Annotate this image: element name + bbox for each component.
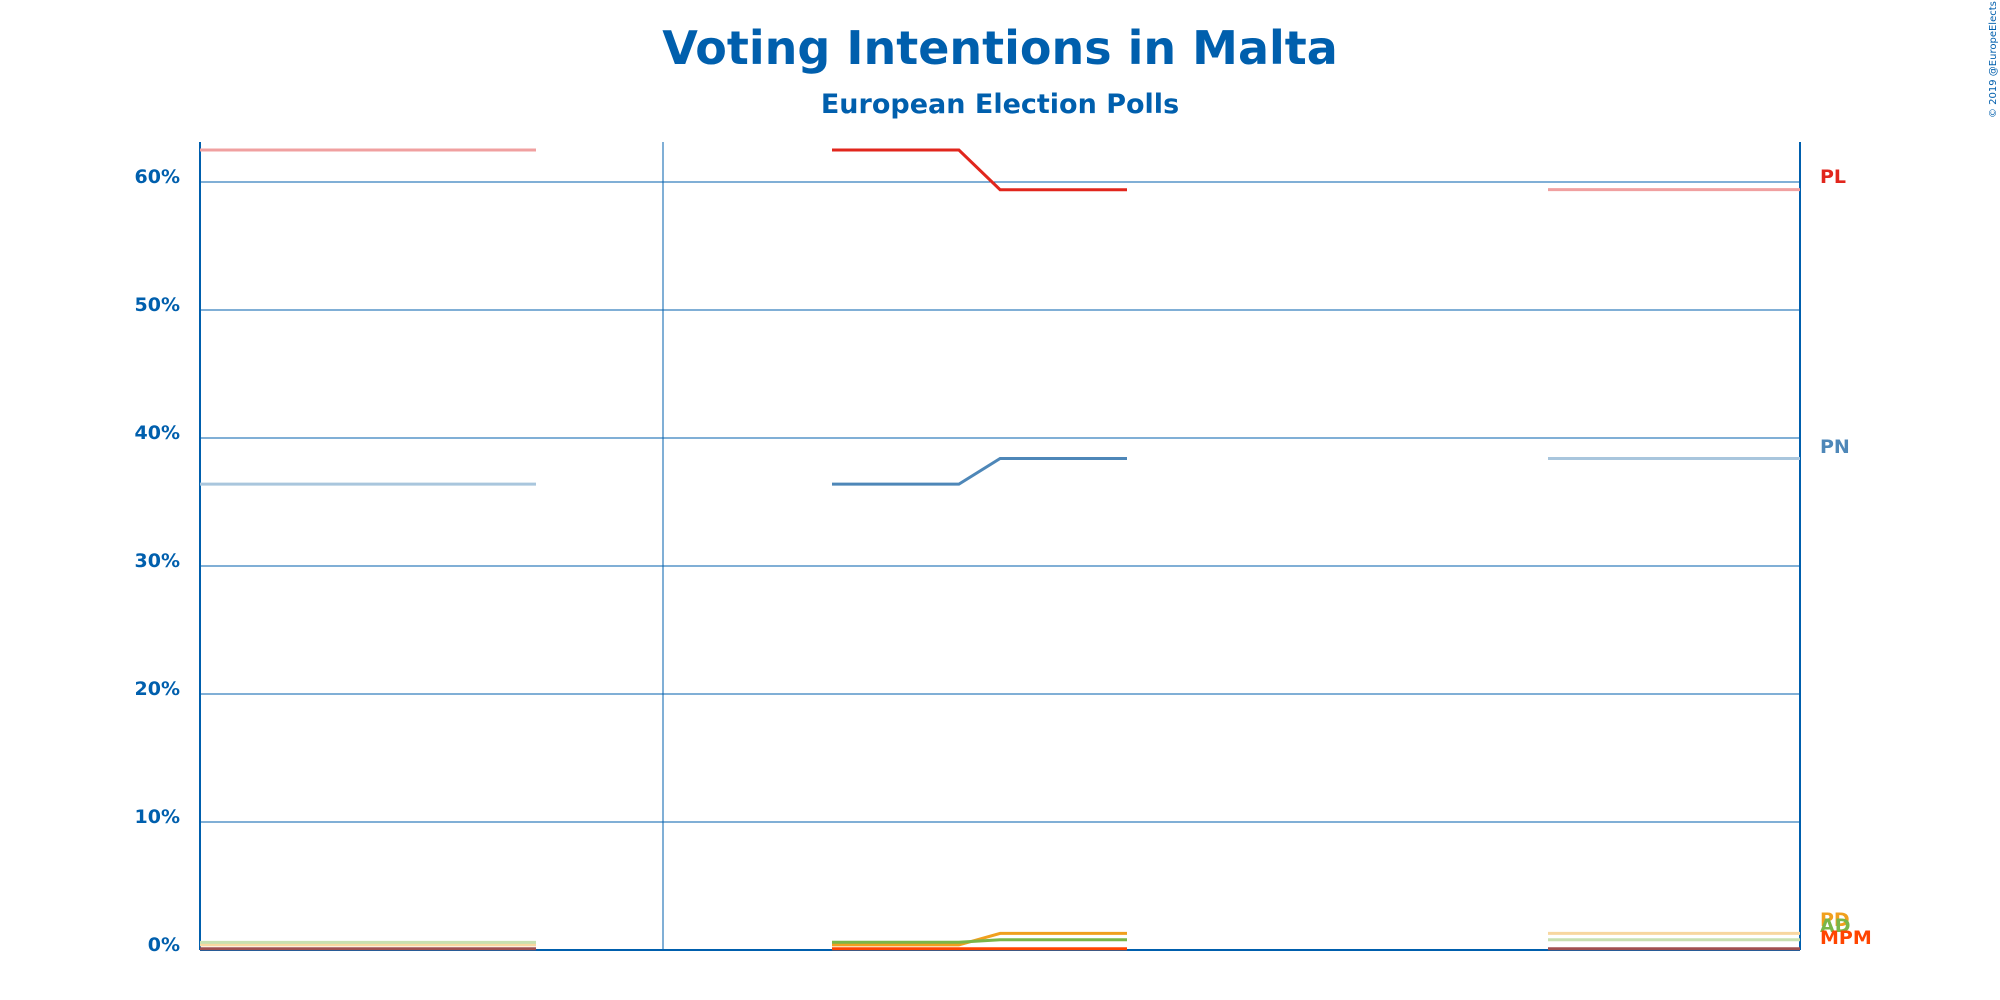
chart-title: Voting Intentions in Malta: [662, 21, 1338, 75]
y-tick-label: 10%: [135, 806, 180, 828]
y-tick-label: 20%: [135, 678, 180, 700]
y-tick-label: 50%: [135, 294, 180, 316]
y-tick-label: 60%: [135, 166, 180, 188]
y-tick-label: 40%: [135, 422, 180, 444]
chart-subtitle: European Election Polls: [821, 89, 1179, 120]
plot-frame: [200, 142, 1800, 950]
y-tick-label: 0%: [148, 934, 180, 956]
y-tick-label: 30%: [135, 550, 180, 572]
copyright-note: © 2019 @EuropeElects: [1988, 1, 1999, 118]
series-lines: [200, 150, 1800, 949]
trend-line-pn: [832, 459, 1127, 485]
grid-lines: [200, 182, 1800, 822]
party-label-pn: PN: [1820, 436, 1850, 458]
trend-line-ad: [832, 940, 1127, 943]
party-label-pl: PL: [1820, 166, 1846, 188]
y-axis-tick-labels: 0% 10% 20% 30% 40% 50% 60%: [135, 166, 180, 956]
trend-line-pl: [832, 150, 1127, 190]
party-label-mpm: MPM: [1820, 927, 1872, 949]
